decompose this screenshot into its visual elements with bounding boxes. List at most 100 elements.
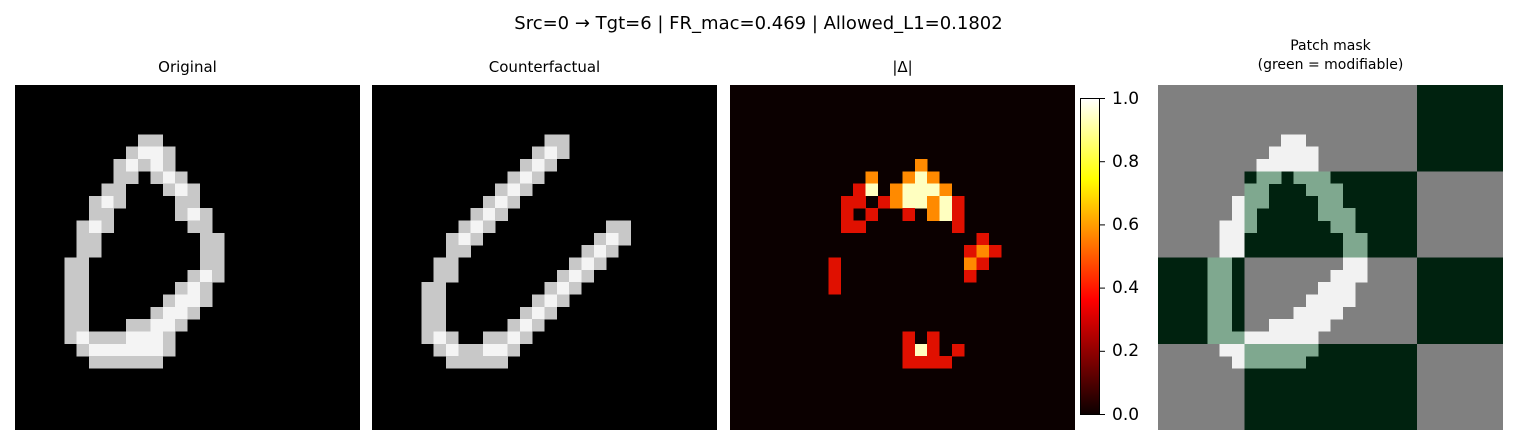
pixel: [593, 245, 607, 258]
mask-digit-pixel: [1231, 232, 1245, 246]
delta-pixel: [828, 257, 842, 271]
pixel: [507, 183, 521, 197]
mask-digit-pixel: [1318, 208, 1331, 221]
mask-digit-pixel: [1342, 220, 1356, 234]
pixel: [199, 257, 213, 271]
pixel: [187, 208, 201, 221]
pixel: [175, 208, 188, 221]
pixel: [199, 282, 213, 295]
mask-digit-pixel: [1305, 306, 1319, 320]
mask-digit-pixel: [1219, 343, 1233, 357]
pixel: [581, 245, 595, 258]
delta-pixel: [914, 171, 928, 184]
pixel: [445, 343, 459, 357]
pixel: [150, 306, 164, 320]
mask-digit-pixel: [1355, 257, 1368, 271]
pixel: [445, 356, 459, 369]
pixel: [101, 356, 114, 369]
delta-pixel: [914, 343, 928, 357]
pixel: [150, 331, 164, 344]
mask-digit-pixel: [1305, 319, 1319, 332]
mask-digit-pixel: [1268, 171, 1282, 184]
pixel: [88, 331, 102, 344]
mask-digit-pixel: [1305, 171, 1319, 184]
pixel: [64, 257, 77, 271]
mask-digit-pixel: [1330, 282, 1344, 295]
mask-digit-pixel: [1305, 294, 1319, 308]
pixel: [101, 208, 114, 221]
delta-pixel: [988, 245, 1002, 258]
pixel: [421, 306, 434, 320]
mask-digit-pixel: [1330, 269, 1344, 283]
mask-digit-pixel: [1244, 183, 1257, 197]
mask-digit-pixel: [1256, 195, 1270, 209]
mask-patch: [1330, 85, 1417, 172]
pixel: [76, 343, 90, 357]
pixel: [495, 331, 508, 344]
mask-digit-pixel: [1219, 232, 1233, 246]
pixel: [162, 319, 176, 332]
pixel: [606, 245, 619, 258]
pixel: [101, 331, 114, 344]
panel-title-counterfactual: Counterfactual: [488, 58, 601, 76]
pixel: [544, 158, 558, 172]
pixel: [519, 171, 533, 184]
delta-pixel: [951, 195, 965, 209]
pixel: [175, 195, 188, 209]
pixel: [162, 146, 176, 160]
pixel: [482, 343, 496, 357]
mask-digit-pixel: [1219, 245, 1233, 258]
mask-digit-pixel: [1231, 220, 1245, 234]
delta-pixel: [939, 195, 953, 209]
pixel: [532, 146, 545, 160]
mask-digit-pixel: [1318, 282, 1331, 295]
pixel: [482, 208, 496, 221]
pixel: [495, 343, 508, 357]
pixel: [101, 195, 114, 209]
pixel: [138, 134, 151, 147]
mask-digit-pixel: [1342, 245, 1356, 258]
pixel: [88, 343, 102, 357]
pixel: [421, 282, 434, 295]
pixel: [150, 356, 164, 369]
pixel: [544, 146, 558, 160]
mask-digit-pixel: [1256, 343, 1270, 357]
mask-digit-pixel: [1293, 331, 1307, 344]
mask-digit-pixel: [1342, 232, 1356, 246]
pixel: [138, 343, 151, 357]
pixel: [519, 331, 533, 344]
delta-pixel: [890, 195, 903, 209]
pixel: [175, 282, 188, 295]
pixel: [606, 232, 619, 246]
mask-digit-pixel: [1207, 257, 1220, 271]
panel-title-delta: |Δ|: [892, 58, 913, 76]
pixel: [162, 294, 176, 308]
delta-pixel: [902, 183, 916, 197]
pixel: [88, 208, 102, 221]
delta-pixel: [964, 269, 977, 283]
mask-digit-pixel: [1330, 294, 1344, 308]
pixel: [64, 269, 77, 283]
mask-digit-pixel: [1207, 319, 1220, 332]
panel-title-original: Original: [158, 58, 217, 76]
pixel: [495, 356, 508, 369]
pixel: [458, 356, 471, 369]
mask-digit-pixel: [1281, 356, 1294, 369]
pixel: [421, 294, 434, 308]
pixel: [606, 220, 619, 234]
mask-digit-pixel: [1342, 257, 1356, 271]
pixel: [76, 294, 90, 308]
pixel: [76, 331, 90, 344]
delta-pixel: [828, 269, 842, 283]
delta-pixel: [927, 356, 940, 369]
pixel: [532, 171, 545, 184]
pixel: [125, 319, 139, 332]
colorbar-tick-label: 0.4: [1112, 278, 1140, 299]
mask-digit-pixel: [1330, 183, 1344, 197]
mask-digit-pixel: [1330, 306, 1344, 320]
delta-pixel: [853, 183, 866, 197]
pixel: [199, 269, 213, 283]
pixel: [113, 343, 127, 357]
colorbar: [1080, 98, 1105, 415]
pixel: [458, 220, 471, 234]
